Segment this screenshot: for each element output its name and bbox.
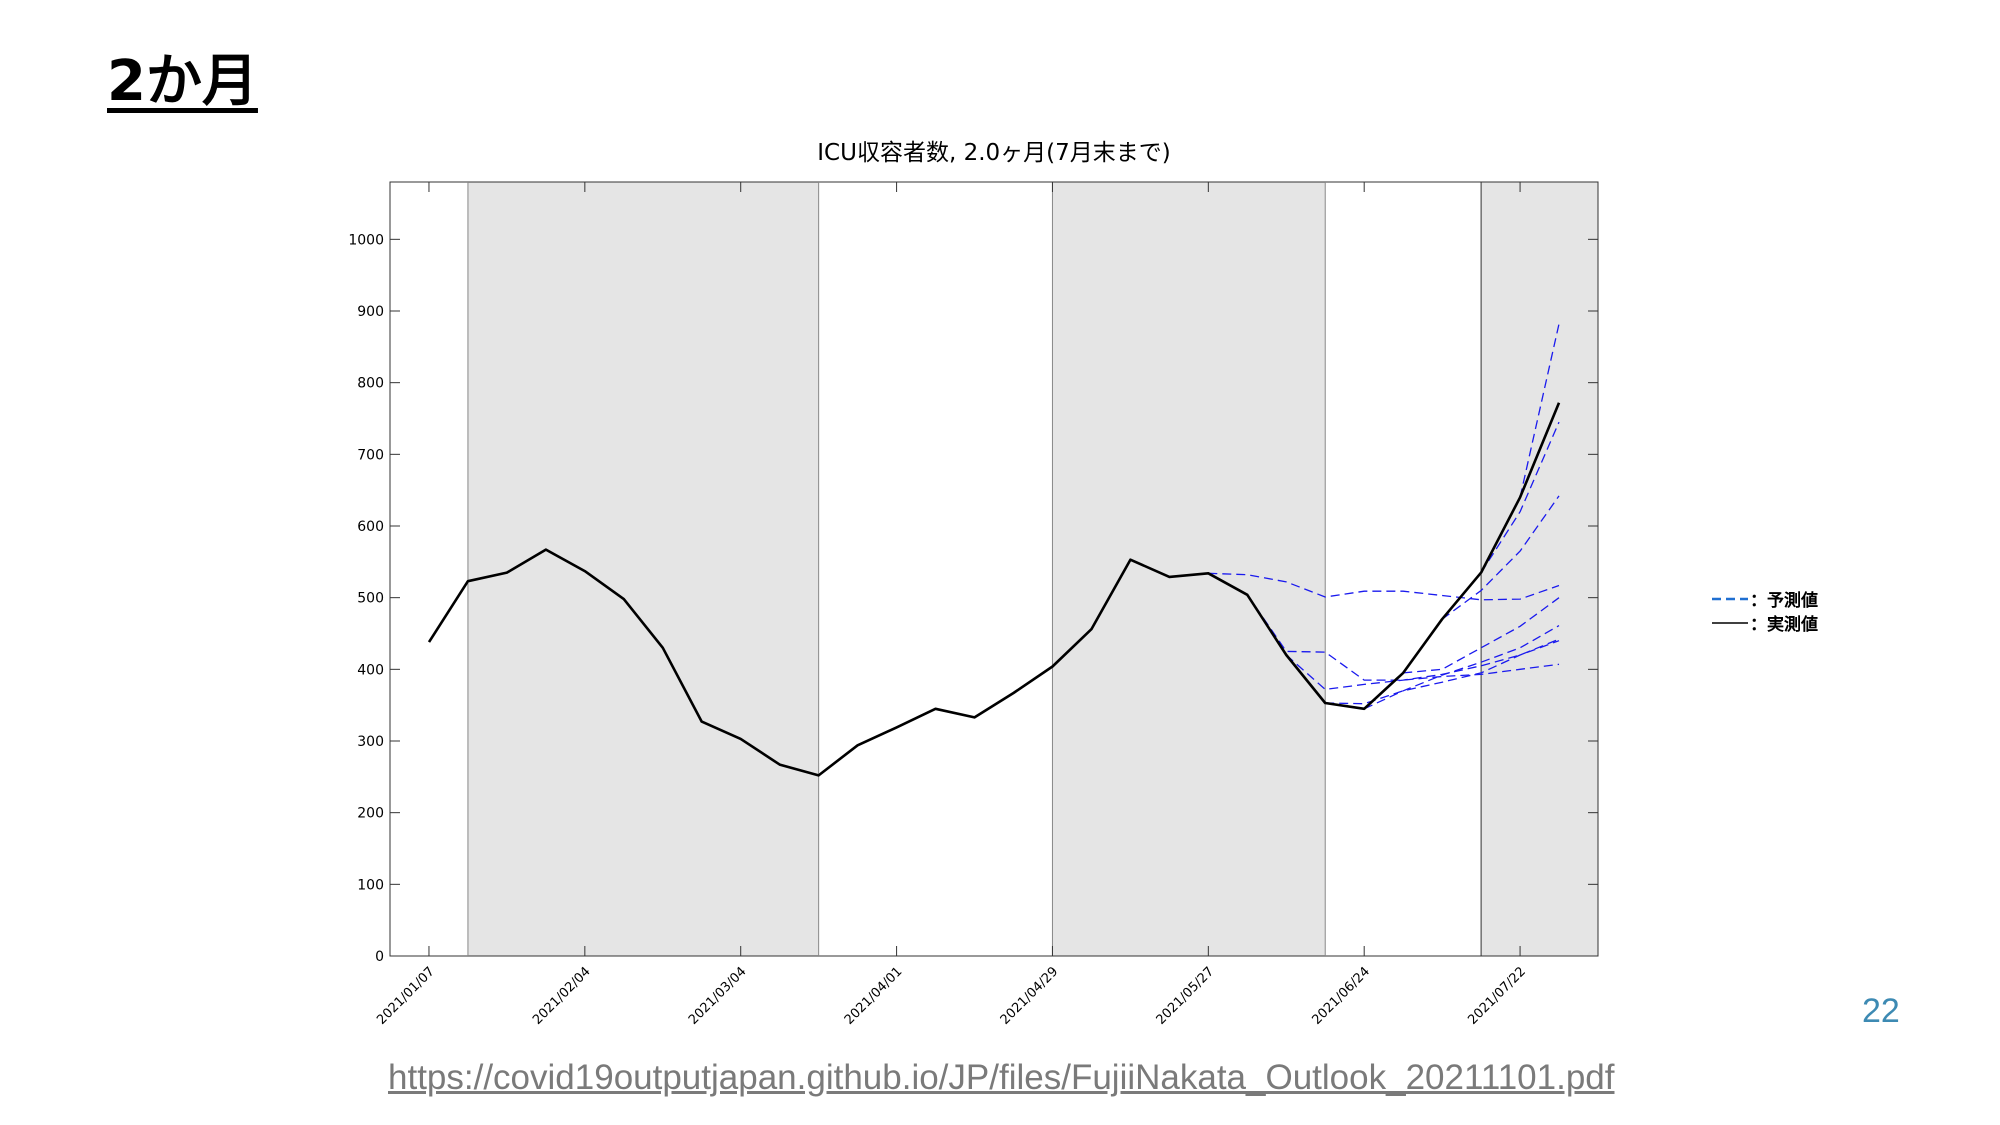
chart-legend: ：予測値 ：実測値 bbox=[1712, 590, 1818, 635]
y-tick-label: 1000 bbox=[348, 232, 384, 248]
y-tick-label: 400 bbox=[357, 662, 384, 678]
page-number: 22 bbox=[1862, 992, 1900, 1030]
y-tick-label: 800 bbox=[357, 376, 384, 392]
y-tick-label: 200 bbox=[357, 806, 384, 822]
plot-frame bbox=[389, 181, 1599, 957]
shaded-periods bbox=[467, 182, 1598, 956]
forecast-series-line bbox=[1208, 572, 1560, 601]
shaded-period-2 bbox=[1481, 182, 1598, 956]
legend-actual-label: ：実測値 bbox=[1750, 614, 1818, 635]
x-tick-label: 2021/01/07 bbox=[374, 964, 438, 1028]
forecast-series-line bbox=[1403, 597, 1560, 674]
x-tick-label: 2021/03/04 bbox=[686, 964, 750, 1028]
x-tick-label: 2021/06/24 bbox=[1309, 964, 1373, 1028]
forecast-series-line bbox=[1285, 638, 1560, 691]
y-tick-label: 900 bbox=[357, 304, 384, 320]
period-separators bbox=[467, 182, 1482, 956]
forecast-series-line bbox=[1480, 421, 1560, 573]
y-tick-label: 300 bbox=[357, 734, 384, 750]
x-tick-label: 2021/07/22 bbox=[1465, 964, 1529, 1028]
y-axis: 0 100 200 300 400 500 600 700 800 900 1000 bbox=[348, 232, 1598, 965]
actual-series-line bbox=[427, 402, 1561, 777]
series-lines bbox=[427, 323, 1561, 777]
forecast-series-line bbox=[1246, 594, 1560, 681]
x-tick-label: 2021/05/27 bbox=[1154, 964, 1218, 1028]
forecast-series-line bbox=[1519, 323, 1560, 498]
forecast-series-line bbox=[1325, 640, 1560, 705]
x-tick-label: 2021/04/01 bbox=[842, 964, 906, 1028]
shaded-period-0 bbox=[467, 182, 819, 956]
chart-title: ICU収容者数, 2.0ヶ月(7月末まで) bbox=[817, 140, 1170, 166]
x-tick-label: 2021/02/04 bbox=[530, 964, 594, 1028]
y-tick-label: 500 bbox=[357, 591, 384, 607]
y-tick-label: 700 bbox=[357, 447, 384, 463]
y-tick-label: 0 bbox=[375, 949, 384, 965]
y-tick-label: 100 bbox=[357, 877, 384, 893]
source-link[interactable]: https://covid19outputjapan.github.io/JP/… bbox=[388, 1058, 1615, 1097]
forecast-series-line bbox=[1441, 495, 1560, 620]
slide-title: 2か月 bbox=[107, 49, 258, 114]
y-tick-label: 600 bbox=[357, 519, 384, 535]
legend-forecast-label: ：予測値 bbox=[1750, 590, 1818, 611]
shaded-period-1 bbox=[1052, 182, 1326, 956]
x-tick-label: 2021/04/29 bbox=[998, 964, 1062, 1028]
forecast-series-line bbox=[1363, 625, 1560, 710]
